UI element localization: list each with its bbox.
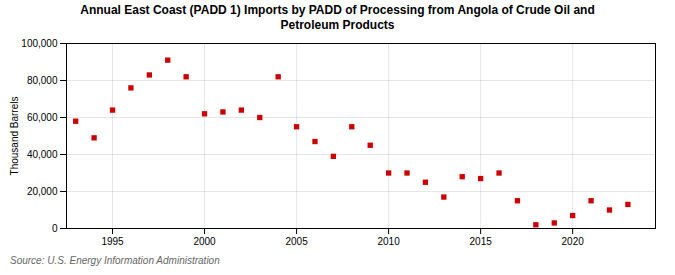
svg-text:0: 0 [52, 223, 58, 234]
svg-text:2020: 2020 [562, 236, 585, 247]
svg-text:2015: 2015 [470, 236, 493, 247]
svg-text:80,000: 80,000 [27, 75, 58, 86]
svg-text:2005: 2005 [285, 236, 308, 247]
svg-text:60,000: 60,000 [27, 112, 58, 123]
svg-text:2010: 2010 [377, 236, 400, 247]
svg-text:2000: 2000 [193, 236, 216, 247]
svg-text:1995: 1995 [101, 236, 124, 247]
svg-text:100,000: 100,000 [21, 38, 58, 49]
svg-text:20,000: 20,000 [27, 186, 58, 197]
html-text:Source: U.S. Energy Informatio: Source: U.S. Energy Information Administ… [10, 255, 220, 266]
svg-text:Thousand Barrels: Thousand Barrels [9, 97, 20, 176]
html-text:Annual East Coast (PADD 1) Imp: Annual East Coast (PADD 1) Imports by PA… [80, 3, 595, 32]
svg-text:40,000: 40,000 [27, 149, 58, 160]
